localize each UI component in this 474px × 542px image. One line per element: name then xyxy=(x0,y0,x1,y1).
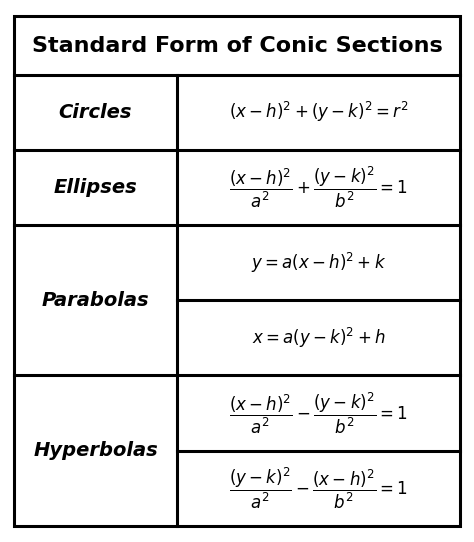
Text: $\dfrac{(x-h)^2}{a^2} - \dfrac{(y-k)^2}{b^2} = 1$: $\dfrac{(x-h)^2}{a^2} - \dfrac{(y-k)^2}{… xyxy=(229,390,408,436)
Text: Circles: Circles xyxy=(59,103,132,122)
Text: Hyperbolas: Hyperbolas xyxy=(33,441,158,460)
Text: $\dfrac{(x-h)^2}{a^2} + \dfrac{(y-k)^2}{b^2} = 1$: $\dfrac{(x-h)^2}{a^2} + \dfrac{(y-k)^2}{… xyxy=(229,165,408,210)
Text: $y = a(x-h)^2 + k$: $y = a(x-h)^2 + k$ xyxy=(251,250,386,275)
Text: $\dfrac{(y-k)^2}{a^2} - \dfrac{(x-h)^2}{b^2} = 1$: $\dfrac{(y-k)^2}{a^2} - \dfrac{(x-h)^2}{… xyxy=(229,466,408,511)
Text: Parabolas: Parabolas xyxy=(42,291,149,310)
Text: Standard Form of Conic Sections: Standard Form of Conic Sections xyxy=(32,36,442,56)
Text: $x = a(y-k)^2 + h$: $x = a(y-k)^2 + h$ xyxy=(252,326,385,350)
Text: Ellipses: Ellipses xyxy=(54,178,137,197)
Text: $(x - h)^2 + (y - k)^2 = r^2$: $(x - h)^2 + (y - k)^2 = r^2$ xyxy=(228,100,408,125)
